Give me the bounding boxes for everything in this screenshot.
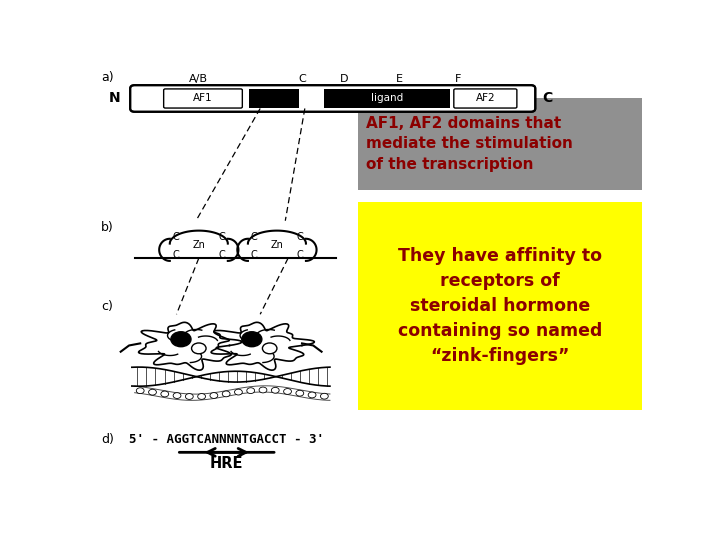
Circle shape (192, 343, 206, 354)
Circle shape (173, 393, 181, 399)
Circle shape (308, 392, 316, 398)
Bar (324, 89, 450, 109)
FancyBboxPatch shape (163, 89, 243, 108)
Text: C: C (298, 73, 306, 84)
Circle shape (262, 343, 277, 354)
FancyBboxPatch shape (130, 85, 535, 112)
Text: Zn: Zn (271, 240, 284, 250)
Text: D: D (340, 73, 348, 84)
Circle shape (247, 388, 255, 394)
Text: C: C (218, 250, 225, 260)
Circle shape (235, 389, 243, 395)
Circle shape (186, 394, 193, 400)
Circle shape (259, 387, 267, 393)
Circle shape (320, 393, 328, 399)
Text: C: C (251, 250, 258, 260)
Text: C: C (218, 232, 225, 242)
Text: They have affinity to
receptors of
steroidal hormone
containing so named
“zink-f: They have affinity to receptors of stero… (398, 247, 603, 365)
Polygon shape (139, 322, 242, 370)
Circle shape (171, 332, 191, 347)
Text: AF1: AF1 (193, 93, 213, 104)
Text: E: E (396, 73, 403, 84)
Circle shape (148, 389, 156, 395)
Text: Zn: Zn (192, 240, 205, 250)
Text: C: C (251, 232, 258, 242)
Text: N: N (109, 91, 121, 105)
Circle shape (136, 388, 144, 394)
Text: AF2: AF2 (475, 93, 495, 104)
Text: a): a) (101, 71, 114, 84)
Circle shape (242, 332, 262, 347)
Bar (249, 89, 300, 109)
Text: d): d) (101, 433, 114, 446)
Text: C: C (296, 250, 303, 260)
Polygon shape (211, 322, 315, 370)
Text: C: C (296, 232, 303, 242)
Bar (358, 202, 642, 410)
Text: C: C (173, 232, 179, 242)
Bar (358, 98, 642, 190)
Text: AF1, AF2 domains that
mediate the stimulation
of the transcription: AF1, AF2 domains that mediate the stimul… (366, 116, 573, 172)
Circle shape (222, 391, 230, 397)
Circle shape (198, 394, 205, 400)
Text: F: F (455, 73, 462, 84)
Text: 5' - AGGTCANNNNTGACCT - 3': 5' - AGGTCANNNNTGACCT - 3' (129, 434, 324, 447)
Text: A/B: A/B (189, 73, 208, 84)
Text: C: C (542, 91, 552, 105)
Text: ligand: ligand (371, 93, 403, 104)
Text: c): c) (101, 300, 113, 313)
FancyBboxPatch shape (454, 89, 517, 108)
Circle shape (161, 391, 168, 397)
Circle shape (210, 393, 217, 399)
Circle shape (284, 389, 292, 394)
Circle shape (296, 390, 304, 396)
Circle shape (271, 387, 279, 393)
Text: HRE: HRE (210, 456, 243, 471)
Text: C: C (173, 250, 179, 260)
Text: b): b) (101, 221, 114, 234)
